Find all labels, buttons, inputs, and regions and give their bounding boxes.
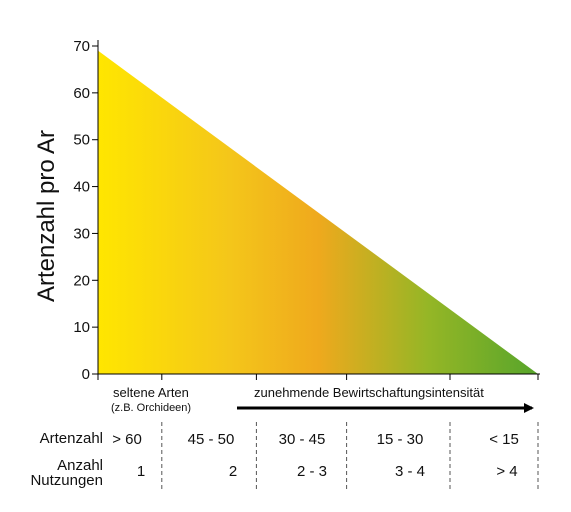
row-label-nutzungen-line-2: Nutzungen — [30, 472, 103, 489]
nutzungen-cell: 2 - 3 — [296, 463, 328, 480]
artenzahl-cell: < 15 — [489, 431, 519, 448]
species-area — [98, 50, 538, 374]
arrow-label: zunehmende Bewirtschaftungsintensität — [254, 385, 484, 400]
artenzahl-cell: 30 - 45 — [278, 431, 326, 448]
y-tick-label: 0 — [82, 366, 90, 383]
y-tick-label: 70 — [73, 38, 90, 55]
y-tick-label: 30 — [73, 225, 90, 242]
row-label-artenzahl: Artenzahl — [39, 430, 103, 447]
y-tick-label: 60 — [73, 85, 90, 102]
nutzungen-cell: 2 — [228, 463, 238, 480]
rare-species-label: seltene Arten — [113, 385, 189, 400]
y-tick-label: 40 — [73, 179, 90, 196]
rare-species-example: (z.B. Orchideen) — [111, 402, 192, 414]
artenzahl-cell: 45 - 50 — [187, 431, 235, 448]
nutzungen-cell: > 4 — [496, 463, 518, 480]
nutzungen-cell: 3 - 4 — [394, 463, 426, 480]
y-tick-label: 10 — [73, 319, 90, 336]
row-label-nutzungen: Anzahl Nutzungen — [30, 458, 103, 488]
row-label-nutzungen-line-1: Anzahl — [57, 457, 103, 474]
y-tick-label: 50 — [73, 132, 90, 149]
artenzahl-cell: 15 - 30 — [376, 431, 424, 448]
artenzahl-cell: > 60 — [112, 431, 142, 448]
y-axis-label: Artenzahl pro Ar — [33, 129, 60, 303]
y-tick-label: 20 — [73, 272, 90, 289]
nutzungen-cell: 1 — [136, 463, 146, 480]
